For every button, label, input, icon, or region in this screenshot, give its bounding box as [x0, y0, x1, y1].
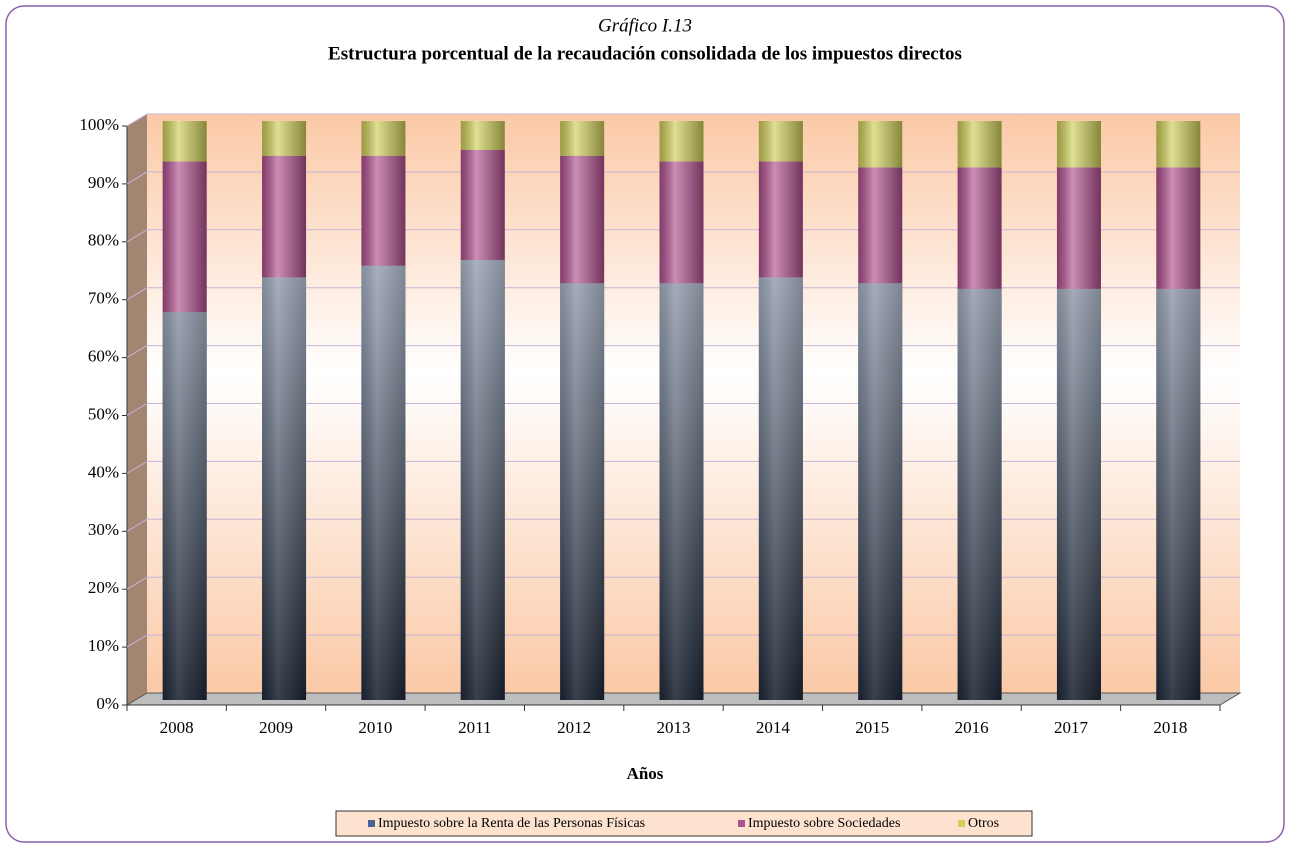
- grid-line: [126, 518, 148, 532]
- y-tick-label: 100%: [79, 115, 119, 134]
- bar-shading: [162, 312, 207, 700]
- bar-shading: [659, 283, 704, 700]
- bar-segment: [361, 121, 406, 156]
- bar-segment: [1156, 167, 1201, 289]
- bar-shading: [1056, 288, 1101, 700]
- grid-line: [126, 460, 148, 474]
- y-tick-label: 20%: [88, 578, 119, 597]
- y-tick-label: 10%: [88, 636, 119, 655]
- x-axis-label: Años: [627, 764, 664, 783]
- bar-segment: [858, 121, 903, 168]
- x-tick-label: 2009: [259, 718, 293, 737]
- bar-shading: [262, 277, 307, 700]
- y-tick-label: 0%: [96, 694, 119, 713]
- bar-segment: [1056, 121, 1101, 168]
- bar-shading: [361, 265, 406, 700]
- chart-subtitle: Gráfico I.13: [598, 15, 692, 36]
- bar-segment: [758, 121, 803, 162]
- bar-segment: [162, 161, 207, 313]
- grid-line: [126, 576, 148, 590]
- bar-shading: [957, 288, 1002, 700]
- bar-segment: [1056, 167, 1101, 289]
- legend: [335, 810, 1033, 837]
- grid-line: [126, 634, 148, 648]
- grid-line: [126, 287, 148, 301]
- bar-segment: [858, 167, 903, 284]
- grid-line: [126, 403, 148, 416]
- bar-segment: [957, 121, 1002, 168]
- legend-label: Impuesto sobre la Renta de las Personas …: [378, 816, 645, 831]
- x-tick-label: 2012: [557, 718, 591, 737]
- x-tick-label: 2015: [855, 718, 889, 737]
- bar-segment: [262, 121, 307, 156]
- bar-segment: [560, 155, 605, 284]
- x-tick-label: 2013: [657, 718, 691, 737]
- y-tick-label: 40%: [88, 462, 119, 481]
- x-tick-label: 2010: [358, 718, 392, 737]
- bar-segment: [758, 161, 803, 278]
- legend-swatch: [958, 820, 965, 827]
- x-tick-label: 2018: [1153, 718, 1187, 737]
- bar-segment: [1156, 121, 1201, 168]
- legend-label: Impuesto sobre Sociedades: [748, 816, 900, 831]
- bar-shading: [758, 277, 803, 700]
- bar-shading: [560, 283, 605, 700]
- y-tick-label: 70%: [88, 289, 119, 308]
- bar-shading: [460, 259, 505, 700]
- bar-segment: [560, 121, 605, 156]
- bar-segment: [460, 149, 505, 260]
- grid-line: [126, 171, 148, 185]
- bar-segment: [659, 161, 704, 284]
- grid-line: [126, 113, 148, 127]
- legend-label: Otros: [968, 816, 999, 831]
- bar-segment: [162, 121, 207, 162]
- x-tick-label: 2016: [955, 718, 989, 737]
- grid-line: [126, 345, 148, 359]
- y-tick-label: 60%: [88, 347, 119, 366]
- bar-segment: [262, 155, 307, 278]
- bar-segment: [957, 167, 1002, 289]
- x-tick-label: 2017: [1054, 718, 1089, 737]
- legend-swatch: [738, 820, 745, 827]
- y-tick-label: 50%: [88, 404, 119, 423]
- legend-swatch: [368, 820, 375, 827]
- y-tick-label: 80%: [88, 231, 119, 250]
- bar-shading: [858, 283, 903, 700]
- bar-segment: [460, 121, 505, 150]
- bar-segment: [361, 155, 406, 266]
- chart-title: Estructura porcentual de la recaudación …: [328, 43, 962, 64]
- x-tick-label: 2014: [756, 718, 791, 737]
- x-tick-label: 2011: [458, 718, 491, 737]
- bar-shading: [1156, 288, 1201, 700]
- y-tick-label: 30%: [88, 520, 119, 539]
- y-tick-label: 90%: [88, 173, 119, 192]
- bar-segment: [659, 121, 704, 162]
- grid-line: [126, 229, 148, 243]
- x-tick-label: 2008: [160, 718, 194, 737]
